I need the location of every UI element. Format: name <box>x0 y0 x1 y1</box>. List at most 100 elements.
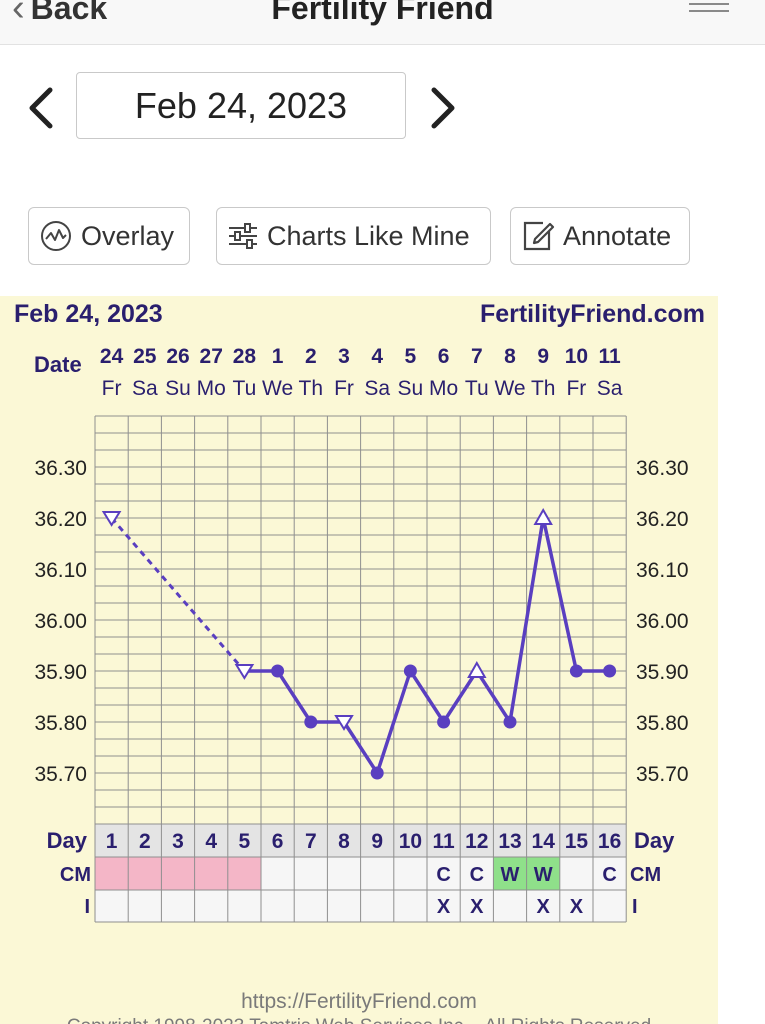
cycle-day-label: 11 <box>432 830 455 853</box>
cm-fill-cell <box>493 857 527 890</box>
weekday-label: Sa <box>364 377 390 400</box>
cycle-day-label: 13 <box>498 830 521 853</box>
date-label: 5 <box>405 345 417 368</box>
charts-like-mine-label: Charts Like Mine <box>267 220 470 251</box>
y-tick-label-left: 36.10 <box>34 559 87 582</box>
cycle-day-label: 3 <box>172 830 184 853</box>
cycle-day-label: 2 <box>139 830 151 853</box>
sliders-icon <box>229 223 257 249</box>
cycle-day-label: 9 <box>371 830 383 853</box>
back-label: Back <box>30 0 108 26</box>
menu-icon[interactable] <box>689 0 729 16</box>
edit-note-icon <box>523 221 555 251</box>
date-label: 1 <box>272 345 284 368</box>
cm-fill-cell <box>95 857 129 890</box>
chart-header-site: FertilityFriend.com <box>480 300 705 328</box>
weekday-label: Su <box>165 377 191 400</box>
y-tick-label-right: 36.10 <box>636 559 689 582</box>
annotate-label: Annotate <box>563 220 672 251</box>
cm-value: C <box>602 864 616 886</box>
y-tick-label-right: 35.90 <box>636 661 689 684</box>
temperature-point <box>569 664 583 678</box>
date-label: 8 <box>504 345 516 368</box>
cm-row-label-right: CM <box>630 864 661 886</box>
cm-fill-cell <box>161 857 195 890</box>
date-label: 3 <box>338 345 350 368</box>
weekday-label: Fr <box>102 377 122 400</box>
weekday-label: Th <box>531 377 556 400</box>
cycle-day-label: 12 <box>465 830 488 853</box>
cm-fill-cell <box>128 857 162 890</box>
annotate-button[interactable]: Annotate <box>510 207 690 265</box>
temperature-point-open-up <box>467 660 487 678</box>
cycle-day-label: 8 <box>338 830 350 853</box>
previous-date-button[interactable] <box>22 78 62 138</box>
temperature-segment <box>508 516 545 724</box>
intercourse-mark: X <box>437 896 451 918</box>
weekday-label: Fr <box>334 377 354 400</box>
date-label: 9 <box>537 345 549 368</box>
date-label: 4 <box>371 345 383 368</box>
date-label: 10 <box>565 345 588 368</box>
bbt-chart: Feb 24, 2023 FertilityFriend.com Date 36… <box>14 300 705 1024</box>
y-tick-label-left: 36.20 <box>34 508 87 531</box>
temperature-point-open-down <box>234 664 255 680</box>
date-label: 11 <box>598 345 621 368</box>
y-tick-label-left: 36.30 <box>34 457 87 480</box>
weekday-label: Mo <box>197 377 226 400</box>
app-title: Fertility Friend <box>271 0 494 26</box>
cm-value: W <box>534 864 553 886</box>
chart-footer-url: https://FertilityFriend.com <box>241 990 477 1013</box>
chart-grid <box>94 415 627 825</box>
date-selector[interactable]: Feb 24, 2023 <box>76 72 406 139</box>
charts-like-mine-button[interactable]: Charts Like Mine <box>216 207 491 265</box>
cm-fill-cell <box>526 857 560 890</box>
date-row-label: Date <box>34 352 82 377</box>
cycle-day-label: 16 <box>598 830 621 853</box>
weekday-label: Mo <box>429 377 458 400</box>
intercourse-mark: X <box>570 896 584 918</box>
day-row-label-left: Day <box>47 828 88 853</box>
temperature-point <box>370 766 384 780</box>
next-date-button[interactable] <box>422 78 462 138</box>
cm-row-label-left: CM <box>60 864 91 886</box>
temperature-segment <box>475 669 512 724</box>
y-tick-label-left: 36.00 <box>34 610 87 633</box>
weekday-label: Fr <box>566 377 586 400</box>
cm-value: C <box>470 864 484 886</box>
temperature-line <box>110 516 612 775</box>
weekday-label: We <box>494 377 525 400</box>
overlay-button[interactable]: Overlay <box>28 207 190 265</box>
temperature-point-open-up <box>533 507 553 525</box>
date-label: 2 <box>305 345 317 368</box>
intercourse-mark: X <box>470 896 484 918</box>
y-tick-label-left: 35.90 <box>34 661 87 684</box>
temperature-segment-dashed <box>110 517 246 672</box>
chart-rows <box>94 823 627 923</box>
cm-value: C <box>436 864 450 886</box>
temperature-markers <box>101 507 617 780</box>
date-label: 6 <box>438 345 450 368</box>
cm-value: W <box>501 864 520 886</box>
temperature-segment <box>275 669 313 724</box>
y-tick-label-right: 36.20 <box>636 508 689 531</box>
intercourse-row-label-right: I <box>632 896 638 918</box>
temperature-segment <box>375 669 413 775</box>
temperature-point <box>437 715 451 729</box>
temperature-segment <box>408 669 446 724</box>
chart-labels: 36.30 36.30 36.20 36.20 36.10 36.10 36.00 36.00… <box>34 345 688 918</box>
temperature-point-open-down <box>101 511 122 527</box>
back-button[interactable]: ‹ Back <box>12 0 107 28</box>
temperature-segment <box>541 516 579 673</box>
temperature-point <box>403 664 417 678</box>
day-row-label-right: Day <box>634 828 675 853</box>
weekday-label: Th <box>299 377 324 400</box>
cycle-day-label: 5 <box>239 830 251 853</box>
cm-fill-cell <box>194 857 228 890</box>
temperature-point <box>304 715 318 729</box>
date-label: 27 <box>200 345 223 368</box>
temperature-point <box>271 664 285 678</box>
y-tick-label-right: 35.70 <box>636 763 689 786</box>
y-tick-label-left: 35.80 <box>34 712 87 735</box>
y-tick-label-right: 36.00 <box>636 610 689 633</box>
